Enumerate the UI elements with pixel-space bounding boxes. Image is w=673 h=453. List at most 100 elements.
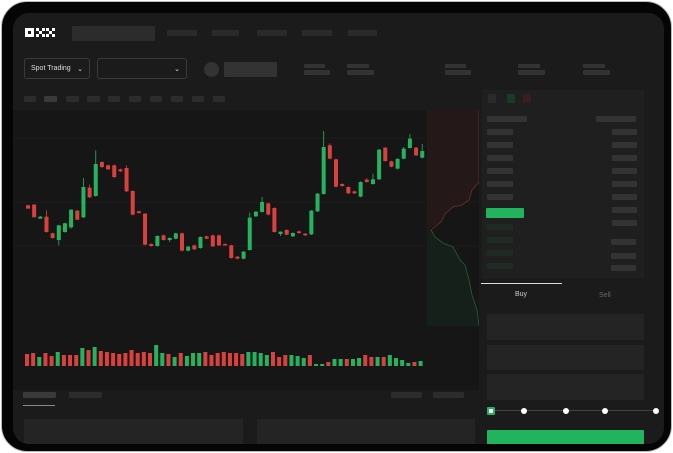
bid-price [487, 224, 513, 230]
candle-body [278, 231, 283, 234]
slider-handle[interactable] [487, 407, 495, 415]
bottom-action [433, 392, 464, 398]
volume-bar [123, 353, 128, 366]
toolbar-button [129, 96, 141, 102]
volume-bar [111, 353, 116, 366]
candle-body [247, 217, 252, 250]
volume-bar [92, 347, 97, 366]
tab-sell[interactable]: Sell [599, 292, 611, 299]
candle-body [223, 244, 228, 246]
volume-bar [258, 353, 263, 366]
toolbar-button [150, 96, 162, 102]
volume-bar [240, 354, 245, 366]
chart-area[interactable] [13, 110, 479, 390]
volume-bar [25, 354, 29, 366]
volume-bar [154, 345, 159, 366]
volume-bar [357, 358, 362, 366]
volume-bar [117, 354, 122, 366]
stat-value [518, 70, 545, 75]
candlestick-chart[interactable] [13, 13, 479, 373]
volume-bar [86, 350, 91, 366]
candle-body [198, 237, 203, 248]
candle-body [210, 235, 215, 247]
toolbar-button [87, 96, 100, 102]
slider-track[interactable] [491, 410, 659, 411]
ask-amount [612, 207, 637, 213]
book-view-toggle [523, 94, 531, 103]
candle-body [136, 211, 141, 213]
ask-price [487, 168, 513, 174]
volume-bar [332, 359, 337, 366]
candle-body [32, 204, 37, 218]
search-bar[interactable] [72, 26, 155, 41]
stat-label [518, 64, 540, 68]
volume-bar [31, 353, 36, 366]
bid-price [487, 237, 513, 243]
volume-bar [166, 354, 171, 366]
toolbar-button [66, 96, 79, 102]
tab-buy[interactable]: Buy [515, 291, 528, 298]
pair-dropdown[interactable]: ⌄ [97, 58, 187, 79]
candle-body [327, 145, 332, 159]
candle-body [321, 147, 326, 194]
candle-body [149, 244, 154, 246]
nav-item [348, 30, 377, 36]
total-input[interactable] [487, 374, 644, 400]
ask-amount [612, 142, 637, 148]
chevron-down-icon: ⌄ [174, 65, 180, 73]
candle-body [26, 205, 30, 209]
book-view-toggle [488, 94, 496, 103]
candle-body [87, 187, 92, 198]
volume-bar [221, 352, 226, 366]
toolbar-button [24, 96, 36, 102]
order-form-tab-underline [481, 283, 562, 284]
candle-body [346, 187, 351, 194]
candle-body [124, 168, 129, 192]
buy-button[interactable] [487, 430, 644, 444]
volume-bar [227, 353, 232, 366]
volume-bar [184, 356, 189, 366]
market-type-dropdown[interactable]: Spot Trading ⌄ [24, 58, 90, 79]
volume-bar [135, 353, 140, 366]
candle-body [303, 233, 308, 236]
bid-price [487, 263, 513, 269]
volume-bar [203, 352, 208, 366]
candle-body [315, 193, 320, 212]
stat-label [304, 64, 325, 68]
volume-bar [271, 352, 275, 366]
slider-stop[interactable] [521, 408, 527, 414]
price-input[interactable] [487, 314, 644, 340]
candle-body [297, 231, 302, 233]
bid-amount [611, 239, 636, 245]
nav-item [302, 30, 332, 36]
candle-body [290, 233, 295, 237]
candle-body [180, 233, 184, 251]
pair-name [224, 62, 277, 77]
candle-body [50, 233, 55, 238]
stat-value [445, 70, 471, 75]
candle-body [81, 187, 86, 218]
volume-bar [418, 361, 423, 366]
nav-item [212, 30, 239, 36]
candle-body [69, 209, 74, 228]
volume-bar [283, 355, 288, 366]
stat-value [347, 70, 374, 75]
candle-body [284, 230, 289, 235]
volume-bar [326, 362, 331, 366]
volume-bar [387, 355, 392, 366]
volume-bar [350, 359, 355, 366]
slider-stop[interactable] [563, 408, 569, 414]
slider-stop[interactable] [653, 408, 659, 414]
bottom-tab-underline [23, 405, 55, 406]
slider-stop[interactable] [602, 408, 608, 414]
candle-body [99, 162, 104, 167]
candle-body [112, 165, 117, 177]
ask-price [487, 181, 513, 187]
candle-body [118, 169, 123, 172]
book-header [487, 116, 527, 122]
stat-value [583, 70, 610, 75]
volume-bar [412, 362, 417, 366]
candle-body [241, 251, 246, 259]
nav-item [257, 30, 287, 36]
amount-input[interactable] [487, 345, 644, 370]
